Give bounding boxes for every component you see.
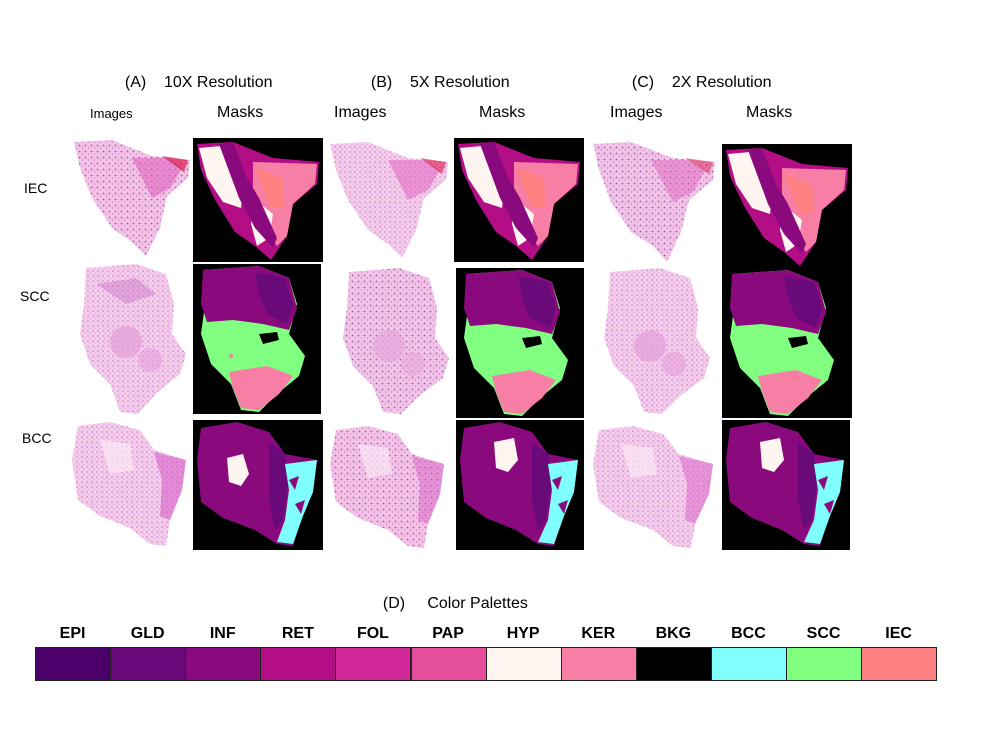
bcc-mask-10x <box>193 420 323 550</box>
bcc-mask-5x <box>456 420 584 550</box>
palette-swatch-fol <box>335 647 412 681</box>
palette-label-bcc: BCC <box>731 625 766 642</box>
column-header-images-a: Images <box>90 106 133 121</box>
palette-swatch-ret <box>260 647 337 681</box>
section-title-d: (D) Color Palettes <box>374 577 528 613</box>
section-title-a: (A) 10X Resolution <box>116 56 273 92</box>
scc-tissue-image-5x <box>339 268 451 416</box>
column-header-images-b: Images <box>334 104 387 121</box>
iec-mask-10x <box>193 138 323 262</box>
section-title-text: 5X Resolution <box>410 74 510 91</box>
section-letter: (D) <box>382 595 406 612</box>
palette-swatch-pap <box>410 647 487 681</box>
bcc-mask-2x <box>722 420 850 550</box>
row-label-scc: SCC <box>20 288 50 304</box>
section-title-c: (C) 2X Resolution <box>623 56 772 92</box>
palette-label-bkg: BKG <box>655 625 692 642</box>
section-title-b: (B) 5X Resolution <box>362 56 510 92</box>
palette-swatch-inf <box>185 647 262 681</box>
palette-label-fol: FOL <box>356 625 389 642</box>
row-label-bcc: BCC <box>22 430 52 446</box>
palette-label-iec: IEC <box>885 625 912 642</box>
row-label-iec: IEC <box>24 180 48 196</box>
iec-tissue-image-10x <box>72 138 192 258</box>
section-letter: (A) <box>124 74 147 91</box>
palette-swatch-epi <box>35 647 112 681</box>
palette-swatch-ker <box>560 647 637 681</box>
palette-label-hyp: HYP <box>506 625 540 642</box>
column-header-masks-c: Masks <box>746 104 793 121</box>
iec-mask-2x <box>722 144 852 268</box>
palette-swatch-iec <box>861 647 938 681</box>
palette-label-epi: EPI <box>59 625 86 642</box>
palette-swatch-gld <box>110 647 187 681</box>
palette-label-ker: KER <box>581 625 616 642</box>
scc-tissue-image-2x <box>600 268 712 416</box>
palette-label-inf: INF <box>209 625 236 642</box>
column-header-masks-a: Masks <box>217 104 264 121</box>
column-header-masks-b: Masks <box>479 104 526 121</box>
scc-mask-2x <box>722 268 852 418</box>
palette-label-scc: SCC <box>806 625 841 642</box>
bcc-tissue-image-5x <box>328 424 446 550</box>
palette-swatch-bcc <box>710 647 787 681</box>
bcc-tissue-image-10x <box>70 420 188 548</box>
palette-label-pap: PAP <box>432 625 464 642</box>
iec-tissue-image-2x <box>591 140 717 264</box>
iec-mask-5x <box>454 138 584 262</box>
bcc-tissue-image-2x <box>591 424 715 550</box>
scc-tissue-image-10x <box>76 264 188 416</box>
scc-mask-10x <box>193 264 321 414</box>
iec-tissue-image-5x <box>328 140 450 260</box>
section-title-text: 2X Resolution <box>671 74 772 91</box>
section-letter: (B) <box>370 74 393 91</box>
palette-label-gld: GLD <box>130 625 165 642</box>
palette-title: Color Palettes <box>427 595 528 612</box>
scc-mask-5x <box>456 268 584 418</box>
palette-swatch-bkg <box>635 647 712 681</box>
section-title-text: 10X Resolution <box>164 74 273 91</box>
column-header-images-c: Images <box>610 104 663 121</box>
palette-swatch-scc <box>786 647 863 681</box>
section-letter: (C) <box>631 74 655 91</box>
palette-swatch-hyp <box>485 647 562 681</box>
palette-label-ret: RET <box>281 625 314 642</box>
